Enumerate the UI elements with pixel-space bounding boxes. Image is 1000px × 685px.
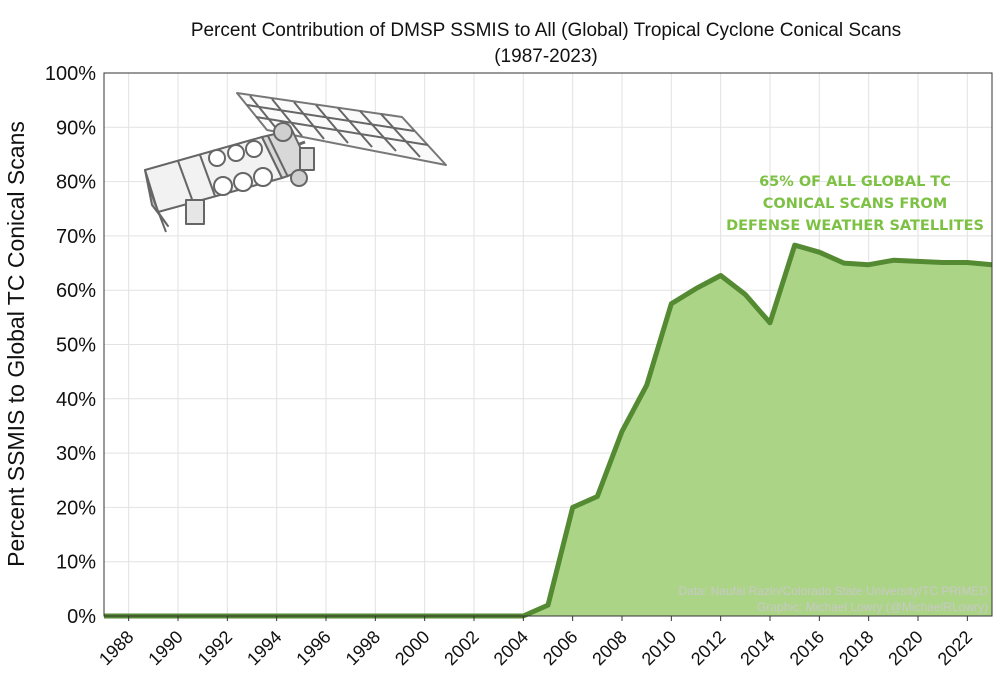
y-tick-label: 10% [56, 552, 96, 574]
x-tick-label: 2022 [934, 627, 976, 669]
y-axis-ticks: 0% 10% 20% 30% 40% 50% 60% 70% 80% 90% 100% [45, 63, 96, 628]
x-tick-label: 2012 [687, 627, 729, 669]
chart-subtitle: (1987-2023) [494, 46, 598, 67]
y-tick-label: 40% [56, 389, 96, 411]
x-tick-label: 2014 [736, 627, 778, 669]
x-tick-label: 1996 [292, 627, 334, 669]
x-tick-label: 2018 [835, 627, 877, 669]
plot-frame [103, 72, 993, 617]
y-tick-label: 50% [56, 335, 96, 357]
y-tick-label: 70% [56, 226, 96, 248]
x-tick-label: 1998 [342, 627, 384, 669]
chart-title: Percent Contribution of DMSP SSMIS to Al… [190, 20, 902, 41]
y-tick-label: 60% [56, 280, 96, 302]
x-tick-label: 2004 [490, 627, 532, 669]
annotation-line-2: CONICAL SCANS FROM [763, 196, 947, 212]
x-tick-label: 2010 [638, 627, 680, 669]
x-tick-label: 2008 [588, 627, 630, 669]
y-tick-label: 30% [56, 443, 96, 465]
y-tick-label: 20% [56, 497, 96, 519]
x-tick-label: 1988 [95, 627, 137, 669]
x-tick-label: 2020 [884, 627, 926, 669]
y-tick-label: 0% [67, 606, 96, 628]
x-tick-label: 1994 [243, 627, 285, 669]
y-tick-label: 90% [56, 117, 96, 139]
x-tick-label: 2002 [440, 627, 482, 669]
satellite-icon [144, 92, 447, 233]
annotation-line-1: 65% OF ALL GLOBAL TC [759, 174, 951, 190]
x-tick-label: 2006 [539, 627, 581, 669]
x-tick-label: 1992 [194, 627, 236, 669]
y-tick-label: 80% [56, 172, 96, 194]
x-tick-label: 1990 [144, 627, 186, 669]
graphic-credit: Graphic: Michael Lowry (@MichaelRLowry) [757, 600, 988, 614]
data-credit: Data: Naufal Razin/Colorado State Univer… [679, 584, 989, 598]
x-axis-ticks: 1988 1990 1992 1994 1996 1998 2000 2002 2004 2006… [95, 616, 976, 669]
y-axis-label: Percent SSMIS to Global TC Conical Scans [3, 121, 29, 567]
annotation-line-3: DEFENSE WEATHER SATELLITES [726, 218, 984, 234]
chart-title-block: Percent Contribution of DMSP SSMIS to Al… [0, 18, 1000, 70]
series-area-fill [104, 245, 992, 616]
y-tick-label: 100% [45, 63, 96, 85]
x-tick-label: 2000 [391, 627, 433, 669]
x-tick-label: 2016 [786, 627, 828, 669]
